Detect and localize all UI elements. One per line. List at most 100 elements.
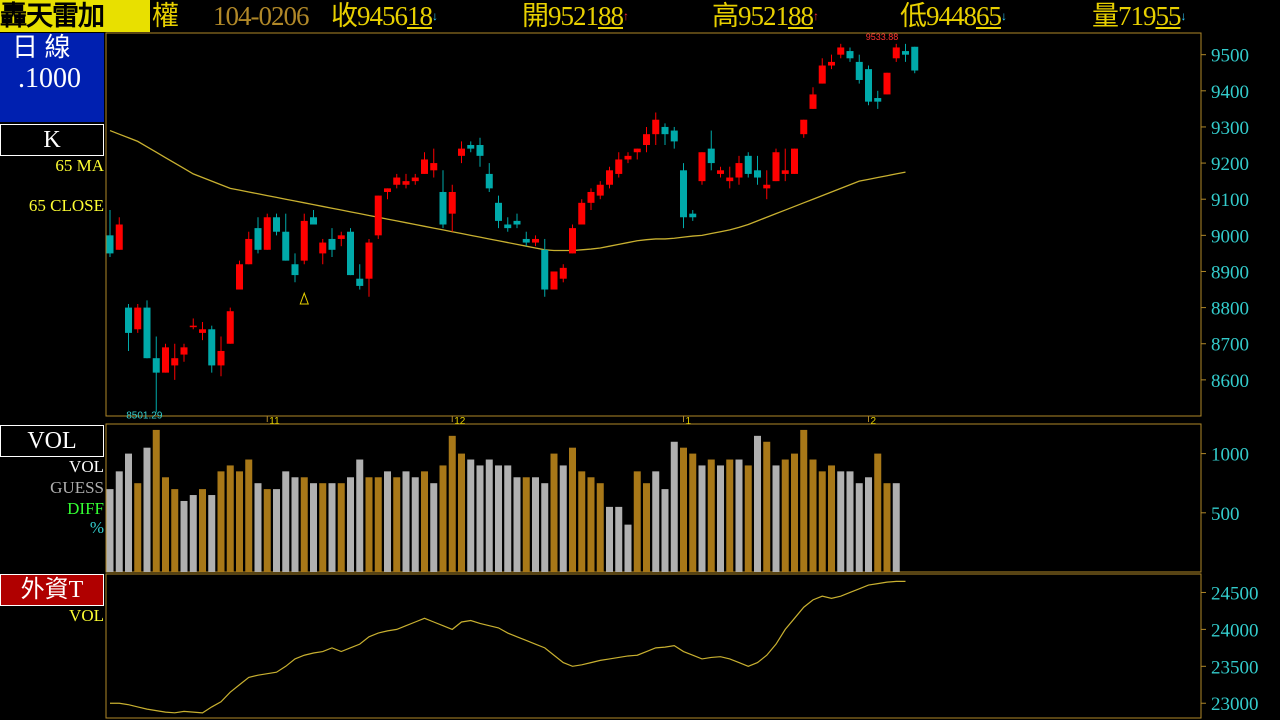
candle-body: [911, 46, 919, 71]
volume-bar: [125, 453, 132, 572]
open-dec: 88: [598, 1, 624, 31]
candle: [865, 65, 872, 106]
candle: [106, 210, 114, 258]
candle-body: [458, 148, 465, 156]
candle: [273, 213, 280, 236]
volume-bar: [374, 477, 382, 572]
candle-body: [855, 61, 863, 80]
low-label: 低: [900, 1, 927, 31]
ma-label: 65 MA: [55, 156, 104, 175]
candle: [559, 264, 567, 283]
candle-body: [263, 217, 271, 250]
candle-body: [495, 202, 502, 221]
volume-bar: [115, 471, 123, 572]
volume-bar: [430, 483, 438, 572]
candle-body: [670, 130, 678, 142]
volume-bar: [717, 465, 724, 572]
candle-body: [902, 51, 909, 55]
candle-body: [143, 307, 151, 359]
candle: [134, 303, 142, 333]
candle-body: [717, 170, 724, 174]
candle: [772, 148, 780, 182]
candle-body: [633, 148, 641, 153]
foreign-indicator-button[interactable]: 外資T: [0, 574, 104, 606]
candle-body: [698, 152, 706, 182]
volume-bar: [513, 477, 521, 572]
low-quote: 低944865↓: [900, 0, 1007, 32]
candle: [707, 130, 715, 171]
volume-label: 量: [1092, 1, 1119, 31]
candle: [226, 307, 234, 344]
candle-body: [226, 311, 234, 344]
y-tick-label: 24000: [1211, 620, 1259, 641]
candle: [735, 155, 743, 185]
volume-bar: [652, 471, 660, 572]
volume-bar: [328, 483, 336, 572]
y-tick-label: 24500: [1211, 583, 1259, 604]
candle: [846, 47, 854, 62]
axis-layer: 8600 8700 8800 8900 9000 9100 9200 9300 9400 9500…: [126, 32, 1258, 715]
period-box[interactable]: 日 線 .1000: [0, 33, 104, 122]
candle: [236, 260, 243, 290]
volume-bar: [282, 471, 290, 572]
volume-bar: [254, 483, 262, 572]
k-indicator-button[interactable]: K: [0, 124, 104, 156]
foreign-line-layer: [110, 580, 906, 714]
candle-body: [883, 72, 891, 95]
candle-body: [365, 242, 373, 279]
high-int: 9521: [738, 1, 789, 31]
volume-bar: [384, 471, 391, 572]
vol-indicator-button[interactable]: VOL: [0, 425, 104, 457]
candle: [606, 166, 613, 189]
candle: [837, 43, 845, 59]
panel-frames: [105, 32, 1202, 719]
candle: [818, 58, 826, 84]
volume-bar: [559, 465, 567, 572]
volume-bar: [532, 477, 539, 572]
candle-body: [513, 220, 521, 225]
candle: [615, 152, 623, 178]
candle: [513, 213, 521, 229]
volume-bar: [365, 477, 373, 572]
candle-body: [680, 170, 687, 218]
candle-body: [735, 163, 743, 178]
volume-bar: [809, 459, 817, 572]
volume-bar: [356, 459, 364, 572]
candle: [300, 213, 308, 265]
volume-bar: [670, 441, 678, 572]
candle: [763, 170, 771, 200]
y-tick-label: 9300: [1211, 118, 1249, 139]
candle: [125, 303, 132, 351]
candle: [171, 343, 179, 380]
candle-body: [125, 307, 132, 333]
candle: [809, 87, 817, 109]
volume-bar: [300, 477, 308, 572]
y-tick-label: 9100: [1211, 190, 1249, 211]
candle-body: [624, 155, 632, 160]
volume-bar: [800, 429, 808, 572]
candle: [522, 231, 530, 247]
volume-bar: [467, 459, 475, 572]
volume-bar: [680, 447, 687, 572]
candle-body: [791, 148, 798, 174]
candle-body: [467, 145, 475, 149]
open-label: 開: [522, 1, 549, 31]
y-tick-label: 9000: [1211, 226, 1249, 247]
candle: [448, 184, 456, 232]
volume-bar: [245, 459, 253, 572]
volume-bar: [439, 465, 447, 572]
volume-bar: [726, 459, 734, 572]
volume-bar: [763, 441, 771, 572]
volume-bar: [189, 495, 197, 572]
candle: [152, 336, 160, 413]
volume-bar: [541, 483, 549, 572]
candle-body: [291, 264, 299, 276]
vol-sub-percent: %: [89, 518, 104, 537]
candle-body: [476, 145, 484, 156]
panel-frame: [105, 573, 1202, 719]
volume-bar: [226, 465, 234, 572]
candle-body: [245, 238, 253, 265]
volume-bars-layer: [106, 429, 900, 572]
candle: [550, 271, 558, 290]
